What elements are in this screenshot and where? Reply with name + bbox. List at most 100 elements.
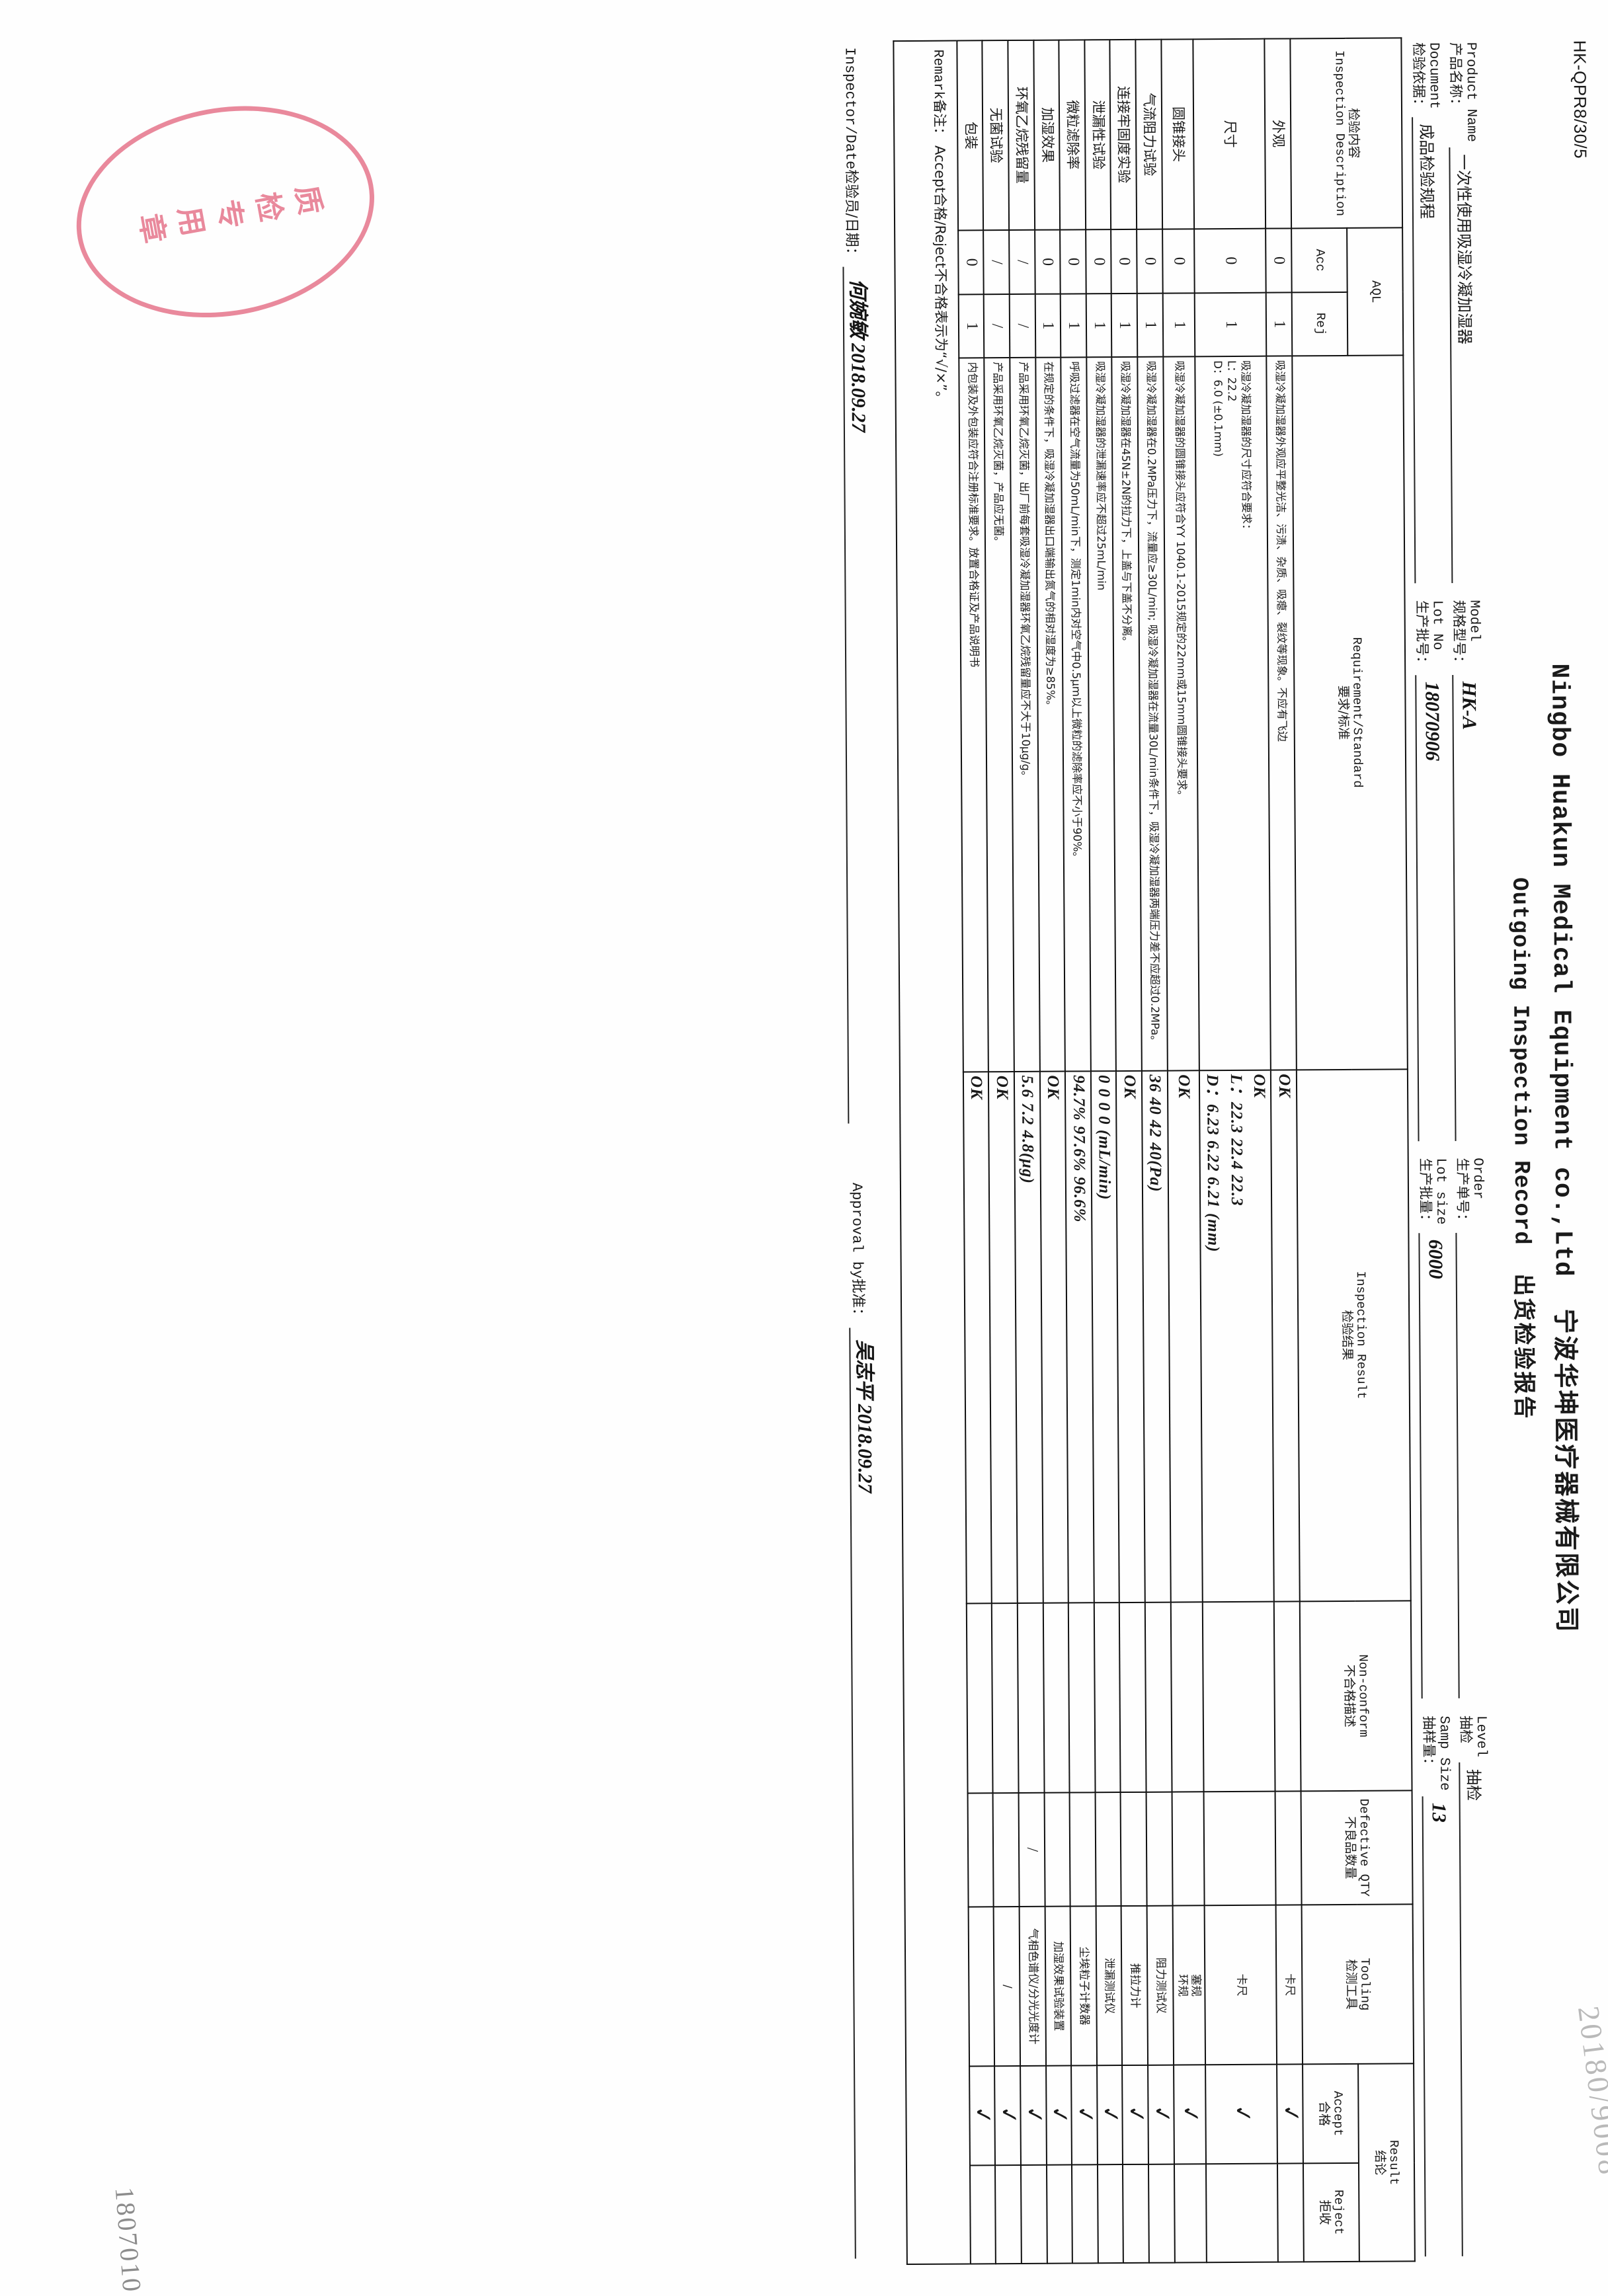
cell-acc: 0 — [1085, 229, 1112, 294]
cell-inspection-result[interactable]: OK L：22.3 22.4 22.3 D：6.23 6.22 6.21 (mm) — [1199, 1069, 1275, 1602]
header-acc: Acc — [1291, 227, 1347, 292]
cell-inspection-result[interactable]: OK — [1116, 1070, 1145, 1603]
cell-tooling: 卡尺 — [1275, 1904, 1303, 2065]
table-row: 尺寸 0 1 吸湿冷凝加湿器的尺寸应符合要求： L：22.2 D：6.0 (±0.1mm)… — [1193, 38, 1279, 2262]
cell-accept-mark[interactable]: ✓ — [1096, 2065, 1124, 2164]
meta-value-lot-no[interactable]: 18070906 — [1415, 674, 1446, 1141]
cell-inspection-result[interactable]: OK — [963, 1071, 992, 1603]
inspector-field: Inspector/Date检验员/日期： 何婉敏 2018.09.27 — [841, 47, 880, 1123]
header-defective-qty: Defective QTY 不良品数量 — [1301, 1790, 1413, 1905]
meta-value-order[interactable] — [1455, 1232, 1486, 1698]
document-number: HK-QPR8/30/5 — [1570, 40, 1591, 159]
cell-reject-mark[interactable] — [1123, 2163, 1149, 2263]
cell-inspection-result[interactable]: OK — [1167, 1070, 1203, 1602]
cell-acc: 0 — [1194, 228, 1267, 293]
cell-defective-qty[interactable] — [967, 1792, 994, 1907]
cell-nonconform[interactable] — [1017, 1602, 1045, 1793]
cell-nonconform[interactable] — [1068, 1602, 1096, 1792]
cell-accept-mark[interactable]: ✓ — [994, 2065, 1022, 2165]
cell-defective-qty[interactable] — [1275, 1790, 1302, 1905]
cell-reject-mark[interactable] — [995, 2164, 1022, 2264]
cell-reject-mark[interactable] — [1097, 2164, 1124, 2263]
cell-defective-qty[interactable] — [1069, 1792, 1096, 1907]
meta-value-level[interactable]: 抽检 — [1459, 1762, 1490, 2256]
meta-value-sample-size[interactable]: 13 — [1422, 1796, 1453, 2256]
cell-requirement-standard: 产品采用环氧乙烷灭菌，出厂前每套吸湿冷凝加湿器环氧乙烷残留量应不大于10μg/g… — [1010, 357, 1040, 1072]
cell-nonconform[interactable] — [992, 1603, 1019, 1793]
cell-accept-mark[interactable]: ✓ — [1020, 2065, 1047, 2165]
document-title-en: Outgoing Inspection Record — [1506, 877, 1534, 1246]
meta-label-en: Document — [1426, 42, 1442, 109]
approval-signature[interactable]: 吴志平 2018.09.27 — [849, 1327, 887, 2259]
cell-reject-mark[interactable] — [1277, 2162, 1304, 2262]
inspection-table: 检验内容 Inspection Description AQL Requirem… — [956, 37, 1416, 2264]
meta-value-document[interactable]: 成品检验规程 — [1412, 116, 1443, 583]
cell-inspection-result[interactable]: 36 40 42 40(Pa) — [1141, 1070, 1171, 1603]
cell-defective-qty[interactable] — [1095, 1792, 1122, 1906]
cell-nonconform[interactable] — [1043, 1602, 1070, 1793]
cell-inspection-description: 环氧乙烷残留量 — [1008, 40, 1035, 230]
cell-inspection-result[interactable]: 5.6 7.2 4.8(μg) — [1014, 1070, 1043, 1603]
cell-inspection-result[interactable]: OK — [1271, 1069, 1300, 1601]
cell-defective-qty[interactable] — [1120, 1792, 1147, 1906]
meta-value-lot-size[interactable]: 6000 — [1418, 1232, 1449, 1699]
cell-defective-qty[interactable] — [1044, 1792, 1070, 1907]
cell-inspection-result[interactable]: OK — [988, 1071, 1018, 1603]
cell-accept-mark[interactable]: ✓ — [1205, 2064, 1278, 2164]
cell-nonconform[interactable] — [1203, 1601, 1275, 1792]
meta-label-cn: 规格型号： — [1451, 600, 1468, 670]
meta-field-product-name: Product Name 产品名称： 一次性使用吸湿冷凝加湿器 — [1447, 42, 1487, 583]
header-result: Result 结论 — [1358, 2063, 1415, 2262]
cell-accept-mark[interactable]: ✓ — [1148, 2065, 1175, 2164]
cell-reject-mark[interactable] — [1148, 2163, 1175, 2263]
cell-inspection-result[interactable]: 0 0 0 0 (mL/min) — [1090, 1070, 1120, 1603]
cell-reject-mark[interactable] — [1174, 2163, 1207, 2263]
meta-fields: Product Name 产品名称： 一次性使用吸湿冷凝加湿器 Model 规格… — [1410, 42, 1497, 2256]
cell-rej: 1 — [1137, 292, 1163, 357]
cell-rej: 1 — [958, 294, 985, 358]
cell-inspection-result[interactable]: OK — [1039, 1070, 1069, 1603]
header-accept: Accept 合格 — [1303, 2063, 1359, 2163]
meta-label-cn: 生产批量： — [1417, 1158, 1434, 1228]
cell-reject-mark[interactable] — [1021, 2164, 1047, 2264]
cell-defective-qty[interactable] — [1203, 1790, 1276, 1905]
cell-nonconform[interactable] — [966, 1603, 994, 1793]
cell-accept-mark[interactable]: ✓ — [1173, 2065, 1207, 2164]
cell-tooling: 尘埃粒子计数器 — [1070, 1905, 1097, 2066]
cell-requirement-standard: 吸湿冷凝加湿器的圆锥接头应符合YY 1040.1-2015规定的22mm或15m… — [1162, 356, 1200, 1070]
cell-tooling: / — [994, 1906, 1021, 2067]
cell-inspection-result[interactable]: 94.7% 97.6% 96.6% — [1065, 1070, 1094, 1603]
cell-reject-mark[interactable] — [1046, 2164, 1073, 2264]
cell-reject-mark[interactable] — [969, 2164, 996, 2264]
cell-accept-mark[interactable]: ✓ — [969, 2066, 996, 2165]
cell-defective-qty[interactable] — [1146, 1791, 1173, 1906]
check-icon: ✓ — [1228, 2102, 1256, 2125]
cell-nonconform[interactable] — [1145, 1601, 1172, 1792]
approval-label-cn: 批准： — [849, 1278, 867, 1322]
cell-tooling: 阻力测试仪 — [1146, 1905, 1174, 2065]
cell-accept-mark[interactable]: ✓ — [1071, 2065, 1098, 2164]
cell-nonconform[interactable] — [1094, 1602, 1121, 1792]
cell-reject-mark[interactable] — [1206, 2162, 1279, 2262]
cell-nonconform[interactable] — [1119, 1602, 1146, 1792]
header-rej: Rej — [1291, 292, 1348, 356]
cell-defective-qty[interactable] — [1172, 1791, 1205, 1906]
cell-defective-qty[interactable] — [993, 1792, 1020, 1907]
cell-nonconform[interactable] — [1274, 1601, 1301, 1791]
cell-accept-mark[interactable]: ✓ — [1122, 2065, 1149, 2164]
cell-reject-mark[interactable] — [1072, 2164, 1098, 2264]
cell-tooling — [968, 1906, 995, 2067]
check-icon: ✓ — [1176, 2102, 1204, 2125]
cell-defective-qty[interactable]: / — [1018, 1792, 1045, 1907]
cell-accept-mark[interactable]: ✓ — [1045, 2065, 1073, 2164]
cell-nonconform[interactable] — [1170, 1601, 1204, 1792]
meta-value-model[interactable]: HK-A — [1452, 674, 1483, 1140]
meta-value-product-name[interactable]: 一次性使用吸湿冷凝加湿器 — [1449, 147, 1480, 583]
cell-accept-mark[interactable]: ✓ — [1277, 2064, 1304, 2163]
meta-label-en: Model — [1466, 599, 1482, 642]
inspector-signature[interactable]: 何婉敏 2018.09.27 — [842, 266, 880, 1123]
cell-acc: 0 — [957, 229, 985, 294]
pencil-mark-side: 1807010 — [109, 2186, 147, 2295]
cell-inspection-description: 无菌试验 — [982, 40, 1010, 230]
cell-rej: 1 — [1162, 292, 1195, 357]
